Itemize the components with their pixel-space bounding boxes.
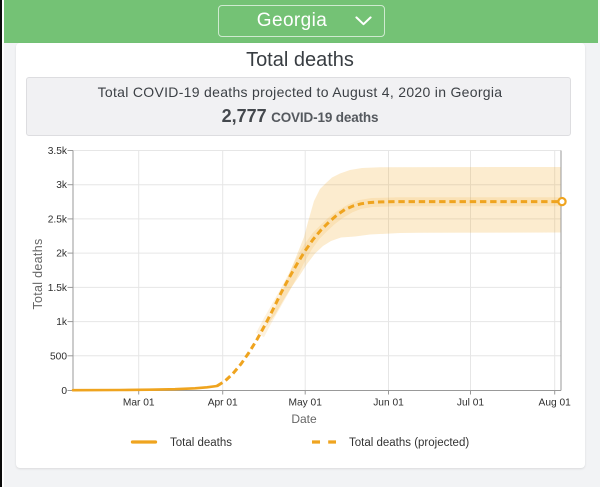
svg-text:3.5k: 3.5k	[48, 146, 68, 157]
svg-text:May 01: May 01	[288, 398, 322, 409]
svg-text:1k: 1k	[56, 317, 68, 328]
svg-text:Total deaths (projected): Total deaths (projected)	[349, 437, 469, 449]
svg-text:Apr 01: Apr 01	[208, 398, 238, 409]
svg-text:1.5k: 1.5k	[48, 283, 68, 294]
svg-text:2k: 2k	[56, 249, 68, 260]
svg-text:Total deaths: Total deaths	[170, 437, 232, 449]
svg-text:0: 0	[61, 386, 67, 397]
svg-text:Mar 01: Mar 01	[123, 398, 155, 409]
svg-text:3k: 3k	[56, 180, 68, 191]
svg-text:2.5k: 2.5k	[48, 214, 68, 225]
svg-text:500: 500	[50, 351, 67, 362]
svg-text:Aug 01: Aug 01	[539, 398, 572, 409]
svg-text:Total deaths: Total deaths	[31, 238, 45, 309]
svg-text:Jun 01: Jun 01	[373, 398, 404, 409]
svg-text:Date: Date	[291, 412, 317, 426]
svg-text:Jul 01: Jul 01	[457, 398, 485, 409]
